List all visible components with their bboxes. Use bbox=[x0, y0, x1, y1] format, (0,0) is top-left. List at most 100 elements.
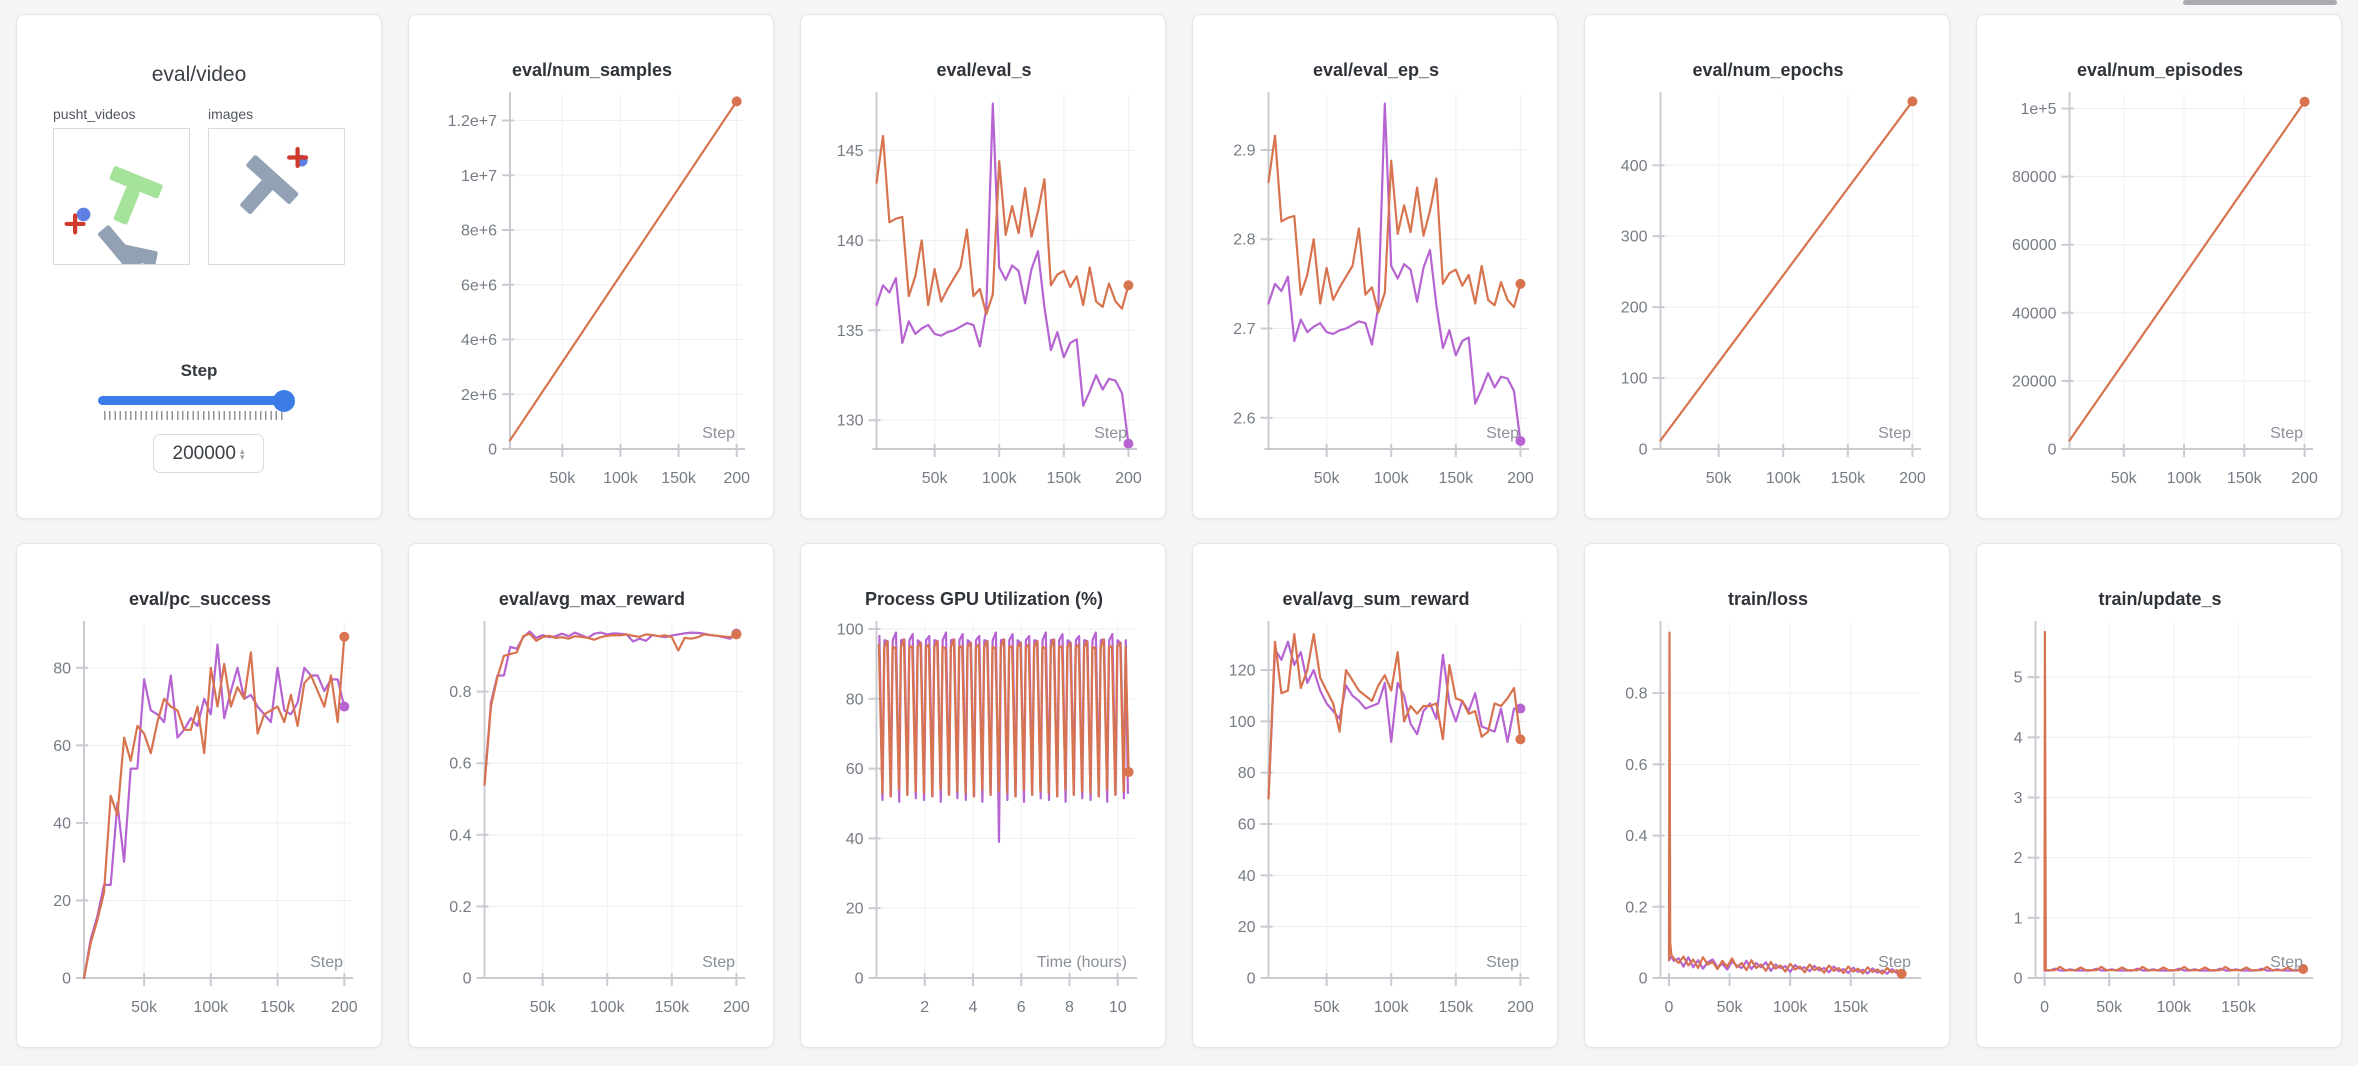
svg-text:0: 0 bbox=[1247, 971, 1256, 988]
svg-text:6: 6 bbox=[1017, 999, 1026, 1016]
chart-eval-eval-s[interactable]: 50k 100k 150k 200 130 135 140 145 Step eval/eval_… bbox=[801, 15, 1166, 519]
svg-text:eval/avg_max_reward: eval/avg_max_reward bbox=[499, 589, 685, 609]
svg-text:40: 40 bbox=[1238, 868, 1256, 885]
svg-text:150k: 150k bbox=[260, 999, 296, 1016]
svg-text:60: 60 bbox=[53, 738, 71, 755]
svg-text:0.6: 0.6 bbox=[1625, 757, 1647, 774]
svg-text:20000: 20000 bbox=[2012, 373, 2057, 390]
chart-eval-pc-success[interactable]: 50k 100k 150k 200 0 20 40 60 80 Step eval/pc_succe… bbox=[17, 544, 382, 1048]
svg-text:50k: 50k bbox=[1706, 470, 1733, 487]
svg-text:150k: 150k bbox=[654, 999, 690, 1016]
step-down-icon[interactable]: ▾ bbox=[239, 451, 245, 462]
media-key-label-pusht-videos: pusht_videos bbox=[53, 106, 136, 122]
svg-text:150k: 150k bbox=[1830, 470, 1866, 487]
svg-text:80: 80 bbox=[1238, 765, 1256, 782]
svg-text:100k: 100k bbox=[603, 470, 639, 487]
chart-eval-num-episodes[interactable]: 50k 100k 150k 200 0 20000 40000 60000 80000 1e+5 S… bbox=[1977, 15, 2342, 519]
step-number-input[interactable]: 200000 ▴ ▾ bbox=[153, 434, 264, 473]
svg-text:train/loss: train/loss bbox=[1728, 589, 1808, 609]
svg-text:50k: 50k bbox=[1314, 470, 1341, 487]
svg-text:3: 3 bbox=[2014, 790, 2023, 807]
svg-text:120: 120 bbox=[1229, 663, 1256, 680]
panel-process-gpu-utilization: 2 4 6 8 10 0 20 40 60 80 100 Time (hours) Process GP… bbox=[800, 543, 1166, 1048]
svg-text:Time (hours): Time (hours) bbox=[1037, 954, 1127, 971]
svg-text:Step: Step bbox=[310, 954, 343, 971]
panel-eval-video: eval/video pusht_videos images bbox=[16, 14, 382, 519]
svg-text:50k: 50k bbox=[530, 999, 557, 1016]
svg-text:50k: 50k bbox=[549, 470, 576, 487]
svg-text:Step: Step bbox=[702, 954, 735, 971]
panel-eval-avg-max-reward: 50k 100k 150k 200 0 0.2 0.4 0.6 0.8 Step eval/avg_… bbox=[408, 543, 774, 1048]
svg-text:140: 140 bbox=[837, 233, 864, 250]
svg-text:6e+6: 6e+6 bbox=[461, 277, 497, 294]
step-up-icon[interactable]: ▴ bbox=[239, 445, 245, 456]
goal-cross-icon bbox=[64, 213, 86, 235]
svg-text:2.8: 2.8 bbox=[1233, 232, 1255, 249]
chart-eval-num-epochs[interactable]: 50k 100k 150k 200 0 100 200 300 400 Step eval/num_… bbox=[1585, 15, 1950, 519]
svg-text:100k: 100k bbox=[193, 999, 229, 1016]
svg-text:10: 10 bbox=[1109, 999, 1127, 1016]
step-slider-tickmarks bbox=[104, 411, 285, 420]
step-slider-thumb[interactable] bbox=[273, 389, 295, 412]
svg-text:Step: Step bbox=[1486, 425, 1519, 442]
svg-text:1.2e+7: 1.2e+7 bbox=[448, 113, 497, 130]
panel-eval-eval-s: 50k 100k 150k 200 130 135 140 145 Step eval/eval_… bbox=[800, 14, 1166, 519]
step-slider-label: Step bbox=[180, 361, 218, 380]
svg-text:4e+6: 4e+6 bbox=[461, 332, 497, 349]
svg-text:20: 20 bbox=[53, 893, 71, 910]
svg-text:200: 200 bbox=[1507, 470, 1534, 487]
svg-text:50k: 50k bbox=[2096, 999, 2123, 1016]
svg-text:20: 20 bbox=[846, 901, 864, 918]
chart-train-loss[interactable]: 0 50k 100k 150k 0 0.2 0.4 0.6 0.8 Step train/loss bbox=[1585, 544, 1950, 1048]
step-value: 200000 bbox=[172, 442, 236, 464]
chart-eval-avg-sum-reward[interactable]: 50k 100k 150k 200 0 20 40 60 80 100 120 Step eval/av… bbox=[1193, 544, 1558, 1048]
svg-text:100k: 100k bbox=[1773, 999, 1809, 1016]
svg-text:50k: 50k bbox=[922, 470, 949, 487]
horizontal-scrollbar[interactable] bbox=[2183, 0, 2337, 5]
svg-text:0.2: 0.2 bbox=[449, 899, 471, 916]
svg-text:200: 200 bbox=[1507, 999, 1534, 1016]
pusht-block-t-shape bbox=[240, 155, 299, 215]
svg-text:eval/num_episodes: eval/num_episodes bbox=[2077, 60, 2243, 80]
svg-text:Step: Step bbox=[2270, 954, 2303, 971]
pusht-block-t-shape bbox=[98, 225, 158, 264]
goal-cross-icon bbox=[287, 146, 309, 169]
panel-eval-num-samples: 50k 100k 150k 200 0 2e+6 4e+6 6e+6 8e+6 1e+7 1.2e+… bbox=[408, 14, 774, 519]
stepper-arrows[interactable]: ▴ ▾ bbox=[239, 445, 245, 462]
chart-train-update-s[interactable]: 0 50k 100k 150k 0 1 2 3 4 5 Step train/update_s bbox=[1977, 544, 2342, 1048]
svg-text:40: 40 bbox=[53, 815, 71, 832]
panel-eval-pc-success: 50k 100k 150k 200 0 20 40 60 80 Step eval/pc_succe… bbox=[16, 543, 382, 1048]
svg-text:eval/pc_success: eval/pc_success bbox=[129, 589, 271, 609]
svg-text:Step: Step bbox=[1094, 425, 1127, 442]
svg-text:4: 4 bbox=[969, 999, 978, 1016]
svg-text:0: 0 bbox=[488, 442, 497, 459]
panel-grid: eval/video pusht_videos images bbox=[16, 14, 2342, 1048]
svg-text:150k: 150k bbox=[1438, 470, 1474, 487]
svg-text:8e+6: 8e+6 bbox=[461, 223, 497, 240]
svg-text:80: 80 bbox=[53, 660, 71, 677]
svg-text:200: 200 bbox=[2291, 470, 2318, 487]
svg-text:eval/eval_s: eval/eval_s bbox=[936, 60, 1031, 80]
chart-eval-eval-ep-s[interactable]: 50k 100k 150k 200 2.6 2.7 2.8 2.9 Step eval/eval_… bbox=[1193, 15, 1558, 519]
svg-text:Step: Step bbox=[702, 425, 735, 442]
svg-text:Step: Step bbox=[2270, 425, 2303, 442]
chart-eval-avg-max-reward[interactable]: 50k 100k 150k 200 0 0.2 0.4 0.6 0.8 Step eval/avg_… bbox=[409, 544, 774, 1048]
svg-text:1: 1 bbox=[2014, 910, 2023, 927]
media-key-label-images: images bbox=[208, 106, 254, 122]
svg-text:5: 5 bbox=[2014, 670, 2023, 687]
svg-text:20: 20 bbox=[1238, 919, 1256, 936]
svg-text:100k: 100k bbox=[982, 470, 1018, 487]
svg-text:150k: 150k bbox=[1438, 999, 1474, 1016]
svg-text:eval/num_epochs: eval/num_epochs bbox=[1692, 60, 1843, 80]
svg-text:60: 60 bbox=[846, 761, 864, 778]
svg-text:100k: 100k bbox=[1374, 999, 1410, 1016]
video-thumbnail-pusht-videos[interactable] bbox=[53, 128, 190, 265]
image-thumbnail-images[interactable] bbox=[208, 128, 345, 265]
svg-text:100k: 100k bbox=[1374, 470, 1410, 487]
chart-eval-num-samples[interactable]: 50k 100k 150k 200 0 2e+6 4e+6 6e+6 8e+6 1e+7 1.2e+… bbox=[409, 15, 774, 519]
step-slider-track[interactable] bbox=[98, 389, 295, 412]
svg-text:2e+6: 2e+6 bbox=[461, 387, 497, 404]
svg-text:eval/eval_ep_s: eval/eval_ep_s bbox=[1313, 60, 1439, 80]
svg-text:150k: 150k bbox=[2227, 470, 2263, 487]
